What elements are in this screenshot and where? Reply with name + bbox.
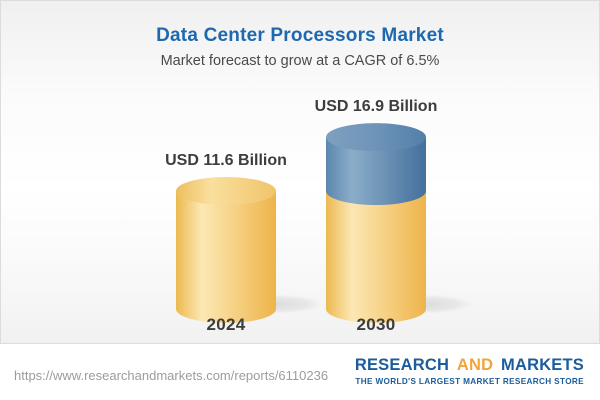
logo-word-research: RESEARCH xyxy=(354,356,450,374)
value-label-2030: USD 16.9 Billion xyxy=(314,98,438,116)
cylinder-bar-chart: USD 11.6 Billion USD 16.9 Billion 2024 2… xyxy=(1,1,599,343)
logo-wordmark: RESEARCH AND MARKETS xyxy=(355,356,584,375)
value-label-2024: USD 11.6 Billion xyxy=(165,152,287,170)
category-label-2030: 2030 xyxy=(356,315,396,334)
chart-title: Data Center Processors Market xyxy=(156,25,444,46)
logo-word-and: AND xyxy=(456,356,494,374)
chart-canvas xyxy=(176,123,473,323)
footer: https://www.researchandmarkets.com/repor… xyxy=(0,344,600,400)
category-label-2024: 2024 xyxy=(206,315,246,334)
chart-card: Data Center Processors Market Market for… xyxy=(0,0,600,344)
logo-tagline: THE WORLD'S LARGEST MARKET RESEARCH STOR… xyxy=(355,377,584,386)
report-url: https://www.researchandmarkets.com/repor… xyxy=(14,368,329,383)
research-and-markets-logo: RESEARCH AND MARKETS THE WORLD'S LARGEST… xyxy=(355,356,584,386)
logo-word-markets: MARKETS xyxy=(501,356,584,374)
chart-subtitle: Market forecast to grow at a CAGR of 6.5… xyxy=(160,53,440,69)
